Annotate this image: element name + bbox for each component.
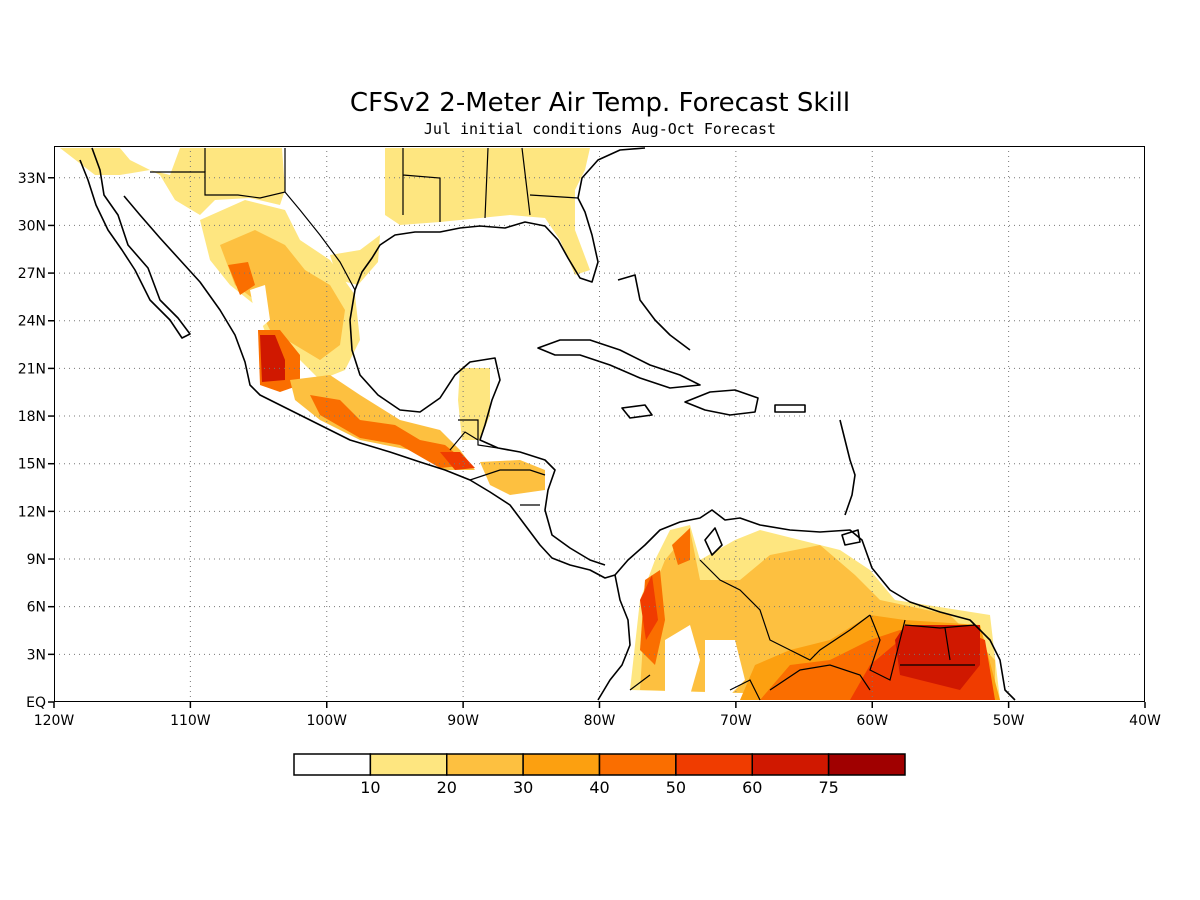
skill-area-sierra-madre-peak: [228, 262, 255, 295]
skill-area-honduras: [480, 460, 545, 495]
skill-gap-1: [665, 625, 700, 700]
border-us-states: [204, 147, 579, 222]
lat-tick-label: EQ: [26, 695, 46, 711]
colorbar-swatch: [598, 753, 677, 776]
lat-tick-label: 30N: [18, 218, 46, 234]
lon-tick-label: 100W: [306, 713, 347, 729]
border-guatemala: [449, 419, 499, 451]
coast-cuba: [537, 339, 701, 389]
lat-tick-label: 12N: [18, 504, 46, 520]
lat-tick-label: 3N: [27, 647, 46, 663]
colorbar-swatch: [827, 753, 906, 776]
border-brazil-north: [769, 664, 871, 691]
border-central-america: [469, 469, 546, 506]
skill-area-colombia-core: [640, 575, 658, 640]
lat-tick-label: 21N: [18, 361, 46, 377]
lat-tick-label: 27N: [18, 266, 46, 282]
border-suriname: [900, 624, 976, 666]
latitude-axis: EQ 3N 6N 9N 12N 15N 18N 21N 24N 27N 30N 33N: [18, 171, 54, 711]
lat-tick-label: 6N: [27, 600, 46, 616]
colorbar-swatch: [751, 753, 830, 776]
coast-jamaica: [621, 404, 653, 419]
lat-tick-label: 33N: [18, 171, 46, 187]
coast-trinidad: [841, 529, 861, 546]
skill-gap-2: [705, 640, 745, 700]
coast-colombia-pacific: [597, 574, 631, 701]
map-gridlines: [54, 146, 1145, 702]
border-us-mexico: [150, 171, 356, 291]
colorbar-label: 40: [589, 778, 609, 797]
colorbar-label: 20: [437, 778, 457, 797]
coast-hispaniola: [684, 389, 759, 416]
skill-area-texas: [330, 235, 380, 285]
coast-lesser-antilles: [839, 419, 856, 516]
skill-area-southwest-us: [60, 148, 285, 215]
border-guyana: [869, 614, 906, 681]
coast-bahamas: [617, 274, 691, 351]
lat-tick-label: 9N: [27, 552, 46, 568]
colorbar-label: 60: [742, 778, 762, 797]
skill-gap-3: [250, 285, 270, 330]
lon-tick-label: 40W: [1129, 713, 1161, 729]
skill-area-suriname: [895, 625, 980, 690]
coast-puerto-rico: [774, 404, 806, 413]
lat-tick-label: 15N: [18, 457, 46, 473]
coastlines: [79, 147, 1016, 701]
colorbar-swatch: [675, 753, 753, 776]
lon-tick-label: 70W: [720, 713, 752, 729]
figure-subtitle: Jul initial conditions Aug-Oct Forecast: [424, 120, 776, 138]
colorbar-label: 30: [513, 778, 533, 797]
political-borders: [150, 147, 976, 701]
skill-area-guatemala: [440, 452, 475, 470]
coast-baja-california: [79, 147, 191, 339]
colorbar-swatch: [446, 753, 524, 776]
lon-tick-label: 110W: [170, 713, 211, 729]
colorbar-swatch: [293, 753, 372, 776]
lat-tick-label: 18N: [18, 409, 46, 425]
lat-tick-label: 24N: [18, 314, 46, 330]
lon-tick-label: 50W: [993, 713, 1025, 729]
border-colombia-venezuela: [699, 559, 791, 651]
longitude-axis: 120W 110W 100W 90W 80W 70W 60W 50W 40W: [34, 702, 1161, 729]
colorbar-label: 50: [666, 778, 686, 797]
lon-tick-label: 80W: [584, 713, 616, 729]
skill-area-sierra-madre-core: [220, 230, 345, 360]
figure-title: CFSv2 2-Meter Air Temp. Forecast Skill: [350, 88, 850, 118]
colorbar-swatch: [522, 753, 601, 776]
skill-area-colombia-north: [672, 528, 690, 565]
colorbar-swatch: [369, 753, 448, 776]
coast-us-gulf: [354, 147, 646, 291]
coast-mexico-gulf: [349, 289, 606, 566]
coast-south-america-north: [614, 509, 1016, 701]
lon-tick-label: 60W: [856, 713, 888, 729]
coast-mexico-pacific: [123, 195, 616, 579]
lon-tick-label: 90W: [447, 713, 479, 729]
lon-tick-label: 120W: [34, 713, 75, 729]
skill-area-yucatan: [458, 368, 490, 440]
skill-area-southern-mexico-core: [310, 395, 470, 468]
skill-shading: [60, 148, 1000, 700]
colorbar-label: 75: [818, 778, 838, 797]
skill-area-southeast-us: [385, 148, 590, 275]
colorbar-label: 10: [360, 778, 380, 797]
border-venezuela-south: [789, 614, 871, 661]
colorbar: 10 20 30 40 50 60 75: [293, 753, 906, 797]
skill-area-nayarit-core: [260, 335, 285, 382]
map-area: [54, 146, 1145, 702]
coast-maracaibo: [704, 527, 723, 556]
border-colombia-south: [629, 674, 761, 701]
